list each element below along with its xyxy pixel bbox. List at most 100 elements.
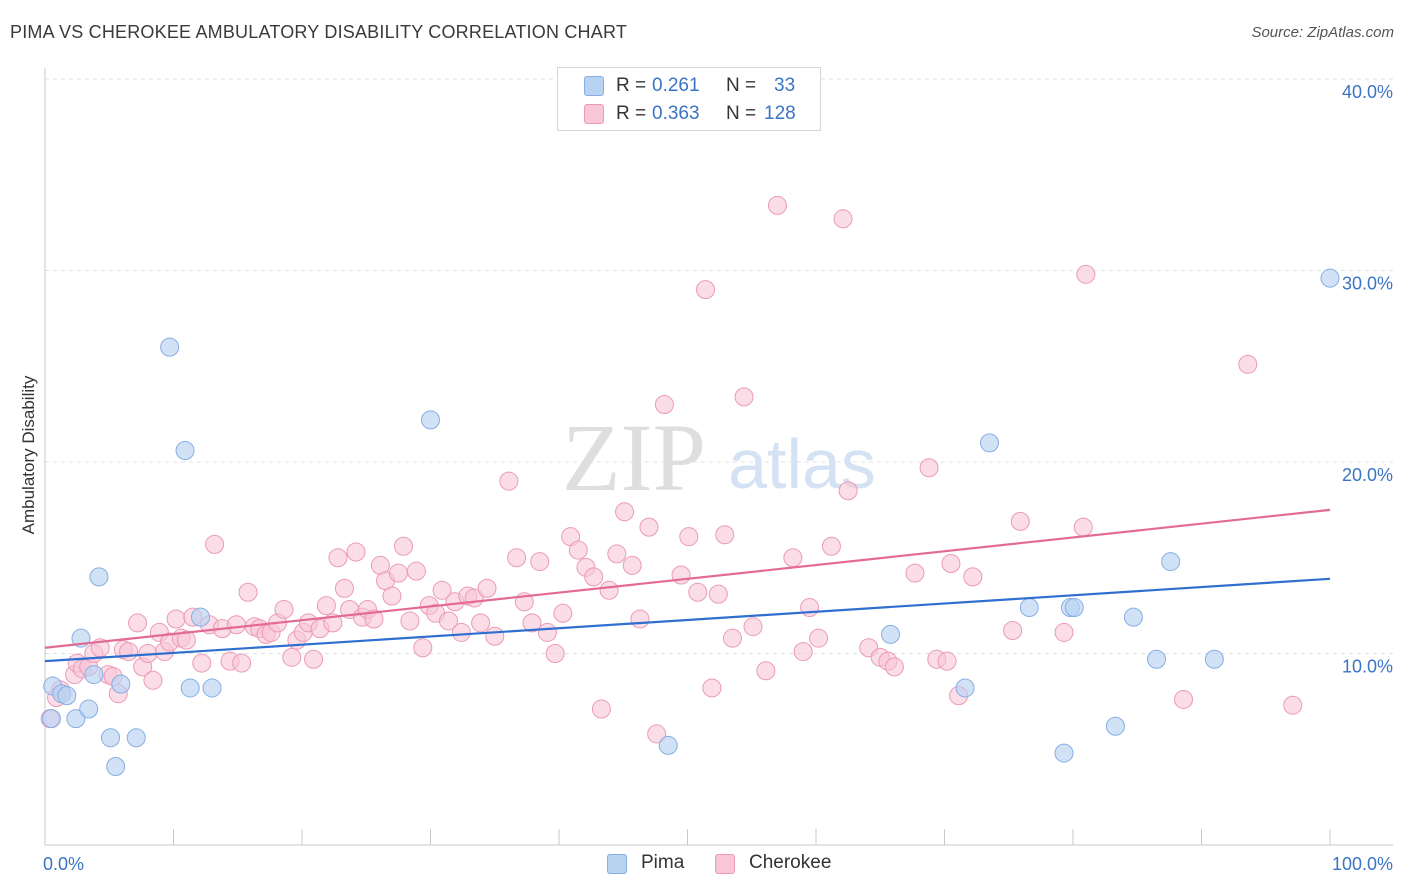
cherokee-point — [1010, 511, 1030, 531]
pima-point — [1054, 743, 1074, 763]
pima-point — [66, 709, 86, 729]
cherokee-point — [176, 630, 196, 650]
pima-point — [1204, 649, 1224, 669]
cherokee-point — [382, 586, 402, 606]
cherokee-point — [304, 649, 324, 669]
x-tick-label: 100.0% — [1332, 854, 1393, 874]
cherokee-points — [40, 195, 1303, 744]
cherokee-point — [591, 699, 611, 719]
stats-legend: R = 0.261 N = 33 R = 0.363 N = 128 — [557, 67, 821, 131]
pima-point — [1019, 598, 1039, 618]
cherokee-point — [743, 617, 763, 637]
x-tick-label: 0.0% — [43, 854, 84, 874]
cherokee-point — [499, 471, 519, 491]
cherokee-point — [537, 622, 557, 642]
pima-point — [1147, 649, 1167, 669]
cherokee-point — [119, 642, 139, 662]
cherokee-point — [477, 578, 497, 598]
cherokee-point — [205, 534, 225, 554]
cherokee-point — [884, 657, 904, 677]
y-tick-label: 10.0% — [1342, 657, 1393, 677]
cherokee-legend-swatch — [715, 854, 735, 874]
pima-point — [79, 699, 99, 719]
cherokee-point — [530, 552, 550, 572]
cherokee-point — [622, 555, 642, 575]
cherokee-swatch — [584, 104, 604, 124]
cherokee-point — [485, 626, 505, 646]
pima-r-label: R = — [616, 75, 647, 96]
pima-point — [180, 678, 200, 698]
cherokee-point — [346, 542, 366, 562]
cherokee-point — [679, 527, 699, 547]
cherokee-point — [715, 525, 735, 545]
cherokee-point — [1003, 621, 1023, 641]
cherokee-point — [438, 611, 458, 631]
cherokee-point — [1076, 264, 1096, 284]
pima-swatch — [584, 76, 604, 96]
cherokee-point — [783, 548, 803, 568]
cherokee-point — [226, 615, 246, 635]
trend-lines — [44, 508, 1331, 663]
cherokee-point — [1174, 689, 1194, 709]
cherokee-point — [607, 544, 627, 564]
cherokee-legend-label: Cherokee — [749, 852, 832, 873]
cherokee-point — [584, 567, 604, 587]
pima-legend-swatch — [607, 854, 627, 874]
cherokee-point — [274, 599, 294, 619]
cherokee-point — [630, 609, 650, 629]
cherokee-point — [568, 540, 588, 560]
cherokee-point — [334, 578, 354, 598]
chart-title: PIMA VS CHEROKEE AMBULATORY DISABILITY C… — [10, 22, 628, 42]
source-label: Source: ZipAtlas.com — [1251, 24, 1394, 41]
cherokee-point — [695, 280, 715, 300]
pima-point — [1123, 607, 1143, 627]
cherokee-r-value: 0.363 — [652, 103, 700, 124]
cherokee-point — [432, 580, 452, 600]
cherokee-point — [364, 609, 384, 629]
cherokee-point — [767, 195, 787, 215]
cherokee-point — [238, 582, 258, 602]
gridlines — [45, 78, 1393, 654]
watermark-zip: ZIP — [562, 404, 706, 511]
pima-point — [84, 665, 104, 685]
axes — [44, 68, 1393, 846]
cherokee-trend-line — [44, 508, 1331, 649]
cherokee-point — [905, 563, 925, 583]
cherokee-point — [702, 678, 722, 698]
pima-point — [955, 678, 975, 698]
pima-point — [1105, 716, 1125, 736]
y-tick-label: 30.0% — [1342, 274, 1393, 294]
cherokee-point — [615, 502, 635, 522]
cherokee-point — [1054, 622, 1074, 642]
pima-point — [202, 678, 222, 698]
cherokee-point — [1073, 517, 1093, 537]
pima-trend-line — [44, 577, 1331, 663]
pima-legend-label: Pima — [641, 852, 685, 873]
cherokee-point — [941, 553, 961, 573]
cherokee-point — [688, 582, 708, 602]
pima-point — [1064, 598, 1084, 618]
cherokee-point — [647, 724, 667, 744]
pima-point — [41, 709, 61, 729]
cherokee-point — [400, 611, 420, 631]
pima-point — [89, 567, 109, 587]
cherokee-point — [128, 613, 148, 633]
pima-point — [979, 433, 999, 453]
cherokee-point — [722, 628, 742, 648]
cherokee-point — [599, 580, 619, 600]
cherokee-n-label: N = — [726, 103, 757, 124]
x-tick-labels: 0.0% 100.0% — [43, 854, 1393, 874]
cherokee-point — [451, 622, 471, 642]
cherokee-point — [545, 644, 565, 663]
cherokee-point — [833, 209, 853, 229]
pima-point — [160, 337, 180, 357]
pima-n-label: N = — [726, 75, 757, 96]
cherokee-point — [937, 651, 957, 671]
y-axis-label: Ambulatory Disability — [19, 375, 38, 534]
cherokee-point — [756, 661, 776, 681]
pima-points — [41, 268, 1340, 776]
pima-point — [57, 686, 77, 706]
pima-point — [421, 410, 440, 430]
pima-point — [126, 728, 146, 748]
pima-point — [190, 607, 210, 627]
